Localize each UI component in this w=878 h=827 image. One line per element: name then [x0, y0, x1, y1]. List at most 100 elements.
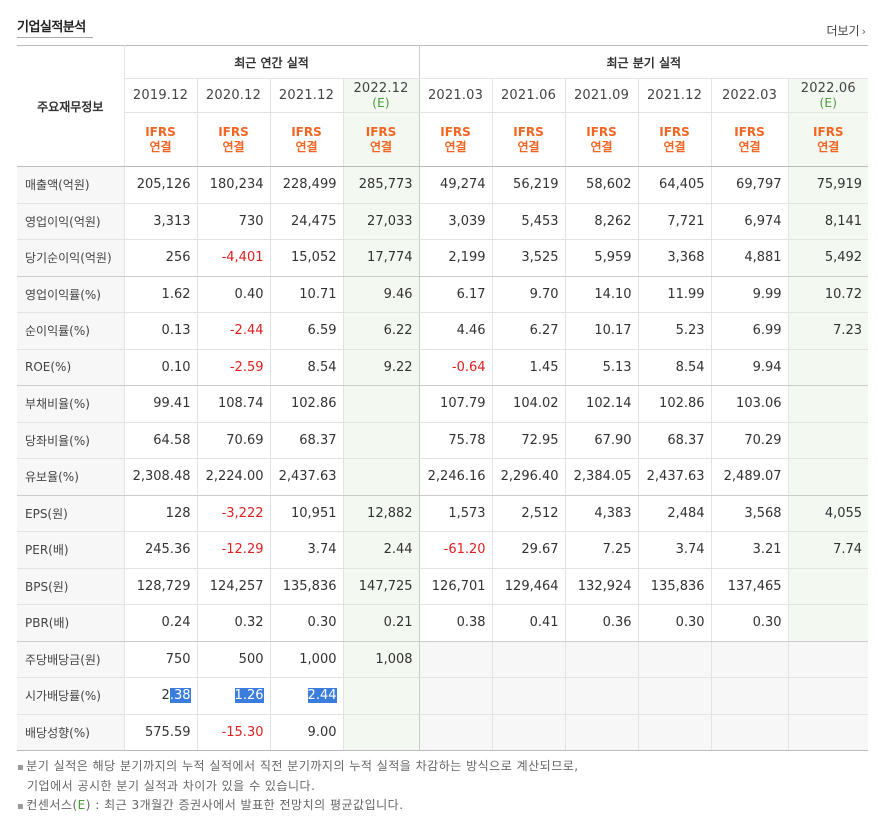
table-cell: 2,484: [638, 495, 712, 532]
basis-consolidated: 연결: [369, 139, 393, 154]
cell-value: -12.29: [221, 542, 264, 558]
table-cell: 137,465: [711, 568, 789, 605]
table-cell: 2,246.16: [419, 458, 493, 496]
table-cell: 0.24: [124, 604, 198, 642]
table-cell: 0.41: [492, 604, 566, 642]
more-link-label[interactable]: 더보기: [826, 24, 860, 38]
period-header: 2020.12: [197, 78, 271, 113]
table-row: 당좌비율(%) 64.58 70.69 68.37 75.78 72.95 67.90 68.…: [17, 422, 869, 459]
table-cell: 5,492: [788, 239, 869, 277]
financial-table: 주요재무정보 최근 연간 실적 최근 분기 실적 2019.12 2020.12 2021…: [17, 45, 869, 751]
cell-value: 285,773: [358, 177, 413, 193]
period-header: 2022.03: [711, 78, 789, 113]
table-cell: 8,141: [788, 203, 869, 240]
table-cell: 9.00: [270, 714, 344, 751]
table-row: BPS(원) 128,729 124,257 135,836 147,725 126,70…: [17, 568, 869, 605]
table-cell: [419, 641, 493, 678]
cell-value: -61.20: [443, 542, 486, 558]
footnote-1: ▪ 분기 실적은 해당 분기까지의 누적 실적에서 직전 분기까지의 누적 실적을…: [17, 757, 579, 777]
cell-value: 1.45: [529, 359, 559, 375]
cell-value: 14.10: [594, 286, 632, 302]
row-label: EPS(원): [17, 495, 125, 532]
table-row: PBR(배) 0.24 0.32 0.30 0.21 0.38 0.41 0.36 0.30 0.…: [17, 604, 869, 642]
cell-value: 11.99: [667, 286, 705, 302]
table-cell: 102.14: [565, 385, 639, 423]
cell-value: 0.41: [529, 615, 559, 631]
cell-value: 0.40: [234, 286, 264, 302]
table-cell: [492, 714, 566, 751]
table-cell: 7.25: [565, 531, 639, 569]
more-link[interactable]: 더보기 ›: [826, 22, 866, 39]
cell-value: 8.54: [675, 359, 705, 375]
cell-value: 102.86: [291, 396, 337, 412]
table-cell: 9.22: [343, 349, 420, 386]
cell-value: 180,234: [209, 177, 264, 193]
cell-value: 1.26: [234, 688, 264, 704]
table-row: ROE(%) 0.10 -2.59 8.54 9.22 -0.64 1.45 5.13 8.54…: [17, 349, 869, 386]
period-date: 2022.06: [800, 81, 856, 96]
cell-value: 5.23: [675, 323, 705, 339]
cell-value: 9.94: [752, 359, 782, 375]
cell-value: 7.23: [833, 323, 863, 339]
cell-value: 3.74: [675, 542, 705, 558]
basis-header: IFRS 연결: [124, 112, 198, 167]
cell-value: 500: [238, 651, 264, 667]
basis-ifrs: IFRS: [218, 124, 249, 139]
basis-ifrs: IFRS: [586, 124, 617, 139]
table-cell: 1,000: [270, 641, 344, 678]
section-title: 기업실적분석: [17, 20, 86, 35]
cell-value: 24,475: [291, 213, 337, 229]
cell-value: 99.41: [153, 396, 191, 412]
table-cell: 245.36: [124, 531, 198, 569]
period-header: 2021.06: [492, 78, 566, 113]
cell-value: 9.99: [752, 286, 782, 302]
period-header: 2021.12: [270, 78, 344, 113]
table-cell: [565, 677, 639, 715]
table-cell: 7.23: [788, 312, 869, 350]
cell-value: 9.46: [383, 286, 413, 302]
table-cell: 3,568: [711, 495, 789, 532]
table-cell: 180,234: [197, 166, 271, 204]
table-cell: [788, 604, 869, 642]
table-cell: [343, 677, 420, 715]
cell-value: 9.00: [307, 724, 337, 740]
cell-value: 128,729: [136, 578, 191, 594]
cell-value: 64,405: [659, 177, 705, 193]
row-label: ROE(%): [17, 349, 125, 386]
table-cell: 27,033: [343, 203, 420, 240]
table-cell: 3.74: [270, 531, 344, 569]
cell-value: 2,308.48: [132, 469, 191, 485]
table-cell: 2.44: [343, 531, 420, 569]
cell-value: 10.72: [824, 286, 863, 302]
table-row: 부채비율(%) 99.41 108.74 102.86 107.79 104.02 102.…: [17, 385, 869, 423]
cell-value: 3,525: [521, 250, 559, 266]
row-label: 부채비율(%): [17, 385, 125, 423]
cell-value: 147,725: [358, 578, 413, 594]
table-cell: 29.67: [492, 531, 566, 569]
cell-value: 104.02: [513, 396, 559, 412]
table-cell: 3,039: [419, 203, 493, 240]
cell-value: 124,257: [209, 578, 264, 594]
table-cell: 7.74: [788, 531, 869, 569]
title-underline: [17, 37, 93, 38]
table-cell: 75,919: [788, 166, 869, 204]
cell-value: 0.21: [383, 615, 413, 631]
table-cell: 2,296.40: [492, 458, 566, 496]
period-date: 2021.09: [573, 88, 630, 103]
cell-value: 6.59: [307, 323, 337, 339]
table-cell: [565, 714, 639, 751]
cell-value: 2,224.00: [205, 469, 264, 485]
cell-value: 29.67: [521, 542, 559, 558]
table-cell: [565, 641, 639, 678]
row-label: 영업이익률(%): [17, 276, 125, 313]
cell-value: 2,437.63: [646, 469, 705, 485]
table-cell: [638, 714, 712, 751]
table-cell: [419, 677, 493, 715]
table-cell: 8.54: [270, 349, 344, 386]
row-label: 순이익률(%): [17, 312, 125, 350]
cell-value: -15.30: [221, 724, 264, 740]
table-cell: 500: [197, 641, 271, 678]
cell-value: 1,000: [299, 651, 337, 667]
cell-value: 0.36: [602, 615, 632, 631]
cell-value: 75,919: [816, 177, 863, 193]
